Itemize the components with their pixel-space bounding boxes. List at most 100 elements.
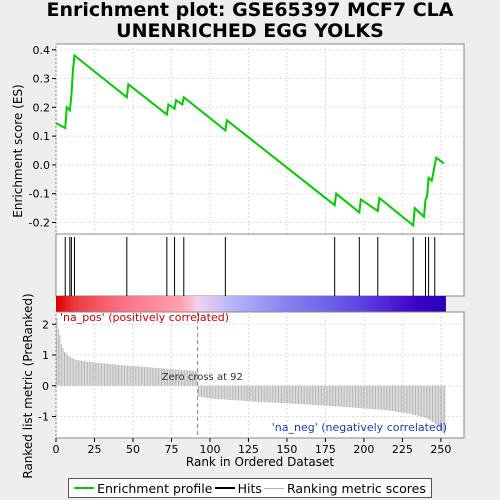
color-bar-segment [156,296,159,312]
color-bar-segment [285,296,288,312]
color-bar-segment [176,296,179,312]
color-bar-segment [146,296,149,312]
rank-color-bar [56,296,446,312]
color-bar-segment [165,296,168,312]
color-bar-segment [263,296,266,312]
color-bar-segment [194,296,197,312]
color-bar-segment [256,296,259,312]
color-bar-segment [82,296,85,312]
positive-correlated-label: 'na_pos' (positively correlated) [60,311,229,324]
color-bar-segment [439,296,442,312]
color-bar-segment [362,296,365,312]
es-y-axis: -0.2 -0.1 0.0 0.1 0.2 0.3 0.4 [29,44,56,229]
color-bar-segment [305,296,308,312]
legend-enrichment: Enrichment profile [74,481,212,496]
color-bar-segment [117,296,120,312]
ranking-bars [56,318,446,435]
color-bar-segment [145,296,148,312]
color-bar-segment [126,296,129,312]
color-bar-segment [282,296,285,312]
color-bar-segment [419,296,422,312]
color-bar-segment [92,296,95,312]
color-bar-segment [72,296,75,312]
color-bar-segment [397,296,400,312]
color-bar-segment [157,296,160,312]
color-bar-segment [262,296,265,312]
color-bar-segment [89,296,92,312]
color-bar-segment [248,296,251,312]
color-bar-segment [417,296,420,312]
color-bar-segment [297,296,300,312]
color-bar-segment [266,296,269,312]
color-bar-segment [88,296,91,312]
color-bar-segment [182,296,185,312]
color-bar-segment [330,296,332,312]
color-bar-segment [83,296,86,312]
color-bar-segment [288,296,291,312]
color-bar-segment [442,296,445,312]
chart-title: Enrichment plot: GSE65397 MCF7 CLA UNENR… [0,0,500,42]
color-bar-segment [62,296,65,312]
color-bar-segment [306,296,309,312]
color-bar-segment [408,296,411,312]
color-bar-segment [179,296,182,312]
color-bar-segment [56,296,58,312]
color-bar-segment [206,296,209,312]
color-bar-segment [105,296,108,312]
color-bar-segment [377,296,380,312]
es-tick-label: -0.2 [29,216,50,229]
color-bar-segment [254,296,257,312]
color-bar-segment [102,296,105,312]
x-axis-label: Rank in Ordered Dataset [186,455,334,469]
color-bar-segment [246,296,249,312]
color-bar-segment [350,296,353,312]
color-bar-segment [128,296,131,312]
color-bar-segment [136,296,138,312]
enrichment-line-swatch [74,487,95,489]
x-tick-label: 25 [87,443,101,456]
color-bar-segment [177,296,180,312]
color-bar-segment [371,296,374,312]
color-bar-segment [249,296,252,312]
color-bar-segment [151,296,154,312]
color-bar-segment [427,296,429,312]
color-bar-segment [286,296,289,312]
enrichment-profile-line [55,53,445,228]
color-bar-segment [228,296,231,312]
zero-cross-label: Zero cross at 92 [162,372,243,383]
x-axis: 0 25 50 75 100 125 150 175 200 225 250 [53,438,451,456]
es-tick-label: 0.3 [33,73,51,86]
color-bar-segment [97,296,100,312]
color-bar-segment [265,296,268,312]
ranking-y-axis: -1 0 1 2 [38,318,56,423]
color-bar-segment [211,296,214,312]
color-bar-segment [112,296,115,312]
color-bar-segment [273,296,276,312]
color-bar-segment [331,296,334,312]
color-bar-segment [109,296,112,312]
color-bar-segment [413,296,416,312]
color-bar-segment [399,296,402,312]
color-bar-segment [402,296,405,312]
color-bar-segment [390,296,393,312]
legend-hits-label: Hits [237,480,262,496]
x-tick-label: 100 [199,443,220,456]
color-bar-segment [185,296,188,312]
color-bar-segment [243,296,246,312]
es-tick-label: 0.0 [33,159,51,172]
color-bar-segment [373,296,376,312]
title-line-1: Enrichment plot: GSE65397 MCF7 CLA [46,0,454,21]
color-bar-segment [365,296,368,312]
color-bar-segment [239,296,242,312]
color-bar-segment [433,296,436,312]
color-bar-segment [209,296,212,312]
color-bar-segment [422,296,425,312]
x-tick-label: 175 [315,443,336,456]
color-bar-segment [359,296,362,312]
hits-line-swatch [214,487,235,489]
color-bar-segment [223,296,226,312]
x-tick-label: 250 [430,443,451,456]
color-bar-segment [205,296,208,312]
color-bar-segment [396,296,399,312]
title-line-2: UNENRICHED EGG YOLKS [116,20,384,42]
